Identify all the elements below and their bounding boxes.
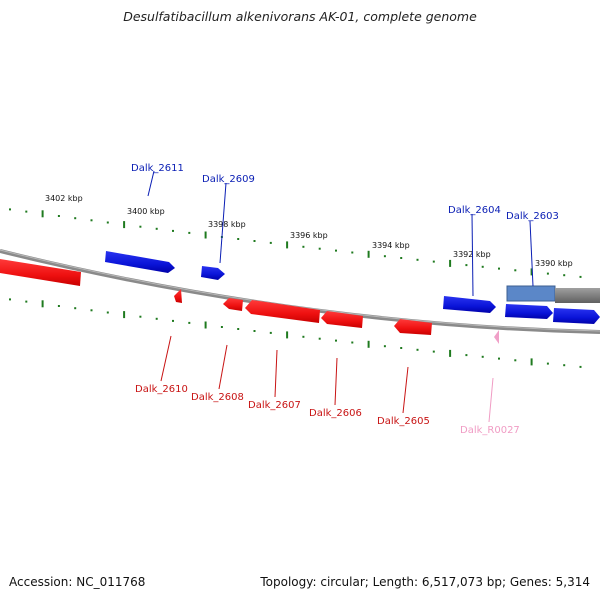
gene-dalk-2603[interactable] — [505, 304, 553, 319]
leader-dalk-2608 — [218, 344, 228, 390]
scale-label-3392: 3392 kbp — [453, 250, 491, 259]
genome-summary-text: Topology: circular; Length: 6,517,073 bp… — [260, 575, 590, 589]
gene-dalk-2605[interactable] — [394, 319, 432, 335]
scale-label-3396: 3396 kbp — [290, 231, 328, 240]
gene-dalk-2610[interactable] — [174, 289, 182, 303]
leader-dalk-2605 — [402, 366, 409, 414]
leader-dalk-2606 — [334, 357, 338, 406]
forward-strand-genes — [105, 251, 600, 324]
leader-dalk-r0027 — [488, 377, 494, 423]
label-dalk-2606[interactable]: Dalk_2606 — [309, 408, 362, 419]
gene-dalk-2609[interactable] — [201, 266, 225, 280]
outer-scale-ticks — [9, 208, 582, 278]
label-dalk-2609[interactable]: Dalk_2609 — [202, 174, 255, 185]
gene-dalk-2602-partial[interactable] — [555, 288, 600, 303]
scale-label-3400: 3400 kbp — [127, 207, 165, 216]
inner-scale-ticks — [9, 298, 582, 368]
label-dalk-2610[interactable]: Dalk_2610 — [135, 384, 188, 395]
gene-dalk-2606[interactable] — [321, 311, 363, 328]
scale-label-3390: 3390 kbp — [535, 259, 573, 268]
accession-text: Accession: NC_011768 — [9, 575, 146, 589]
scale-label-3402: 3402 kbp — [45, 194, 83, 203]
label-dalk-r0027[interactable]: Dalk_R0027 — [460, 425, 520, 436]
label-dalk-2604[interactable]: Dalk_2604 — [448, 205, 501, 216]
gene-dalk-2604[interactable] — [443, 296, 496, 313]
scale-labels: 3402 kbp 3400 kbp 3398 kbp 3396 kbp 3394… — [45, 194, 573, 268]
gene-labels: Dalk_2611 Dalk_2609 Dalk_2604 Dalk_2603 … — [131, 163, 559, 436]
gene-dalk-2608[interactable] — [223, 298, 243, 311]
label-dalk-2603[interactable]: Dalk_2603 — [506, 211, 559, 222]
leader-dalk-2607 — [274, 349, 278, 398]
gene-dalk-2603-highlight[interactable] — [506, 285, 556, 302]
gene-dalk-2611[interactable] — [105, 251, 175, 273]
leader-dalk-2604 — [471, 213, 474, 297]
scale-label-3398: 3398 kbp — [208, 220, 246, 229]
leader-dalk-2611 — [147, 170, 155, 197]
gene-forward-partial-right[interactable] — [553, 308, 600, 324]
label-dalk-2608[interactable]: Dalk_2608 — [191, 392, 244, 403]
label-dalk-2611[interactable]: Dalk_2611 — [131, 163, 184, 174]
leader-dalk-2610 — [160, 335, 172, 382]
gene-dalk-r0027[interactable] — [494, 330, 499, 344]
leader-lines — [147, 170, 534, 423]
label-dalk-2605[interactable]: Dalk_2605 — [377, 416, 430, 427]
reverse-strand-genes — [0, 259, 499, 344]
map-title: Desulfatibacillum alkenivorans AK-01, co… — [123, 9, 477, 24]
gene-dalk-2607[interactable] — [245, 300, 320, 323]
leader-dalk-2603 — [529, 220, 534, 287]
scale-label-3394: 3394 kbp — [372, 241, 410, 250]
label-dalk-2607[interactable]: Dalk_2607 — [248, 400, 301, 411]
gene-reverse-partial-left[interactable] — [0, 259, 81, 286]
leader-dalk-2609 — [219, 182, 227, 264]
